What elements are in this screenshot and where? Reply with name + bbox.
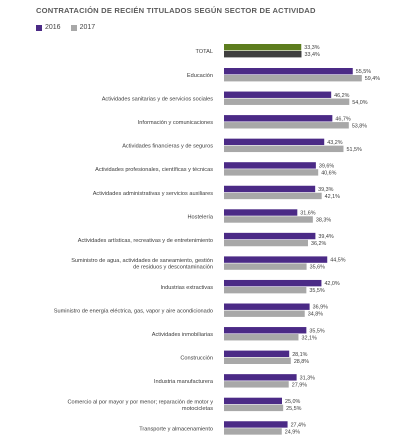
category-14-value-2017: 25,5% <box>286 406 301 412</box>
category-2-bar-2017 <box>224 122 349 129</box>
chart-legend: 2016 2017 <box>36 24 95 31</box>
category-0-bar-2016 <box>224 68 353 75</box>
category-12-value-2016: 28,1% <box>292 352 307 358</box>
category-4-value-2016: 39,6% <box>319 163 334 169</box>
category-9-label: Industrias extractivas <box>160 285 213 291</box>
total-bar-2016 <box>224 44 302 51</box>
category-15-label: Transporte y almacenamiento <box>139 426 213 432</box>
category-15-bar-2016 <box>224 421 288 428</box>
category-4-bar-2017 <box>224 169 319 176</box>
category-11-label: Actividades inmobiliarias <box>152 332 213 338</box>
category-7-bar-2016 <box>224 232 316 240</box>
category-1-value-2016: 46,2% <box>334 93 349 99</box>
category-1-value-2017: 54,0% <box>352 100 367 106</box>
legend-label-2017: 2017 <box>79 24 96 31</box>
chart-title: CONTRATACIÓN DE RECIÉN TITULADOS SEGÚN S… <box>36 6 316 15</box>
category-6-bar-2016 <box>224 209 298 216</box>
category-15-bar-2017 <box>224 428 282 435</box>
category-5-bar-2017 <box>224 192 322 200</box>
category-3-value-2016: 43,2% <box>327 140 342 146</box>
category-13-bar-2017 <box>224 381 289 388</box>
category-4-label: Actividades profesionales, científicas y… <box>95 167 213 173</box>
category-0-value-2017: 59,4% <box>365 76 380 82</box>
category-10-value-2017: 34,8% <box>308 312 323 318</box>
legend-item-2016: 2016 <box>36 24 61 31</box>
category-14-bar-2017 <box>224 404 284 412</box>
category-8-bar-2016 <box>224 256 328 263</box>
category-15-value-2016: 27,4% <box>291 422 306 428</box>
category-10-bar-2017 <box>224 310 305 317</box>
category-5-label: Actividades administrativas y servicios … <box>93 191 214 197</box>
category-8-bar-2017 <box>224 263 307 270</box>
category-4-value-2017: 40,6% <box>321 170 336 176</box>
category-14-label: Comercio al por mayor y por menor; repar… <box>68 399 214 405</box>
category-14-value-2016: 25,0% <box>285 399 300 405</box>
category-7-label: Actividades artísticas, recreativas y de… <box>78 238 213 244</box>
category-8-label: Suministro de agua, actividades de sanea… <box>71 258 213 264</box>
total-value-2017: 33,4% <box>304 52 319 58</box>
category-10-label: Suministro de energía eléctrica, gas, va… <box>54 309 213 315</box>
category-2-bar-2016 <box>224 115 333 122</box>
category-5-value-2017: 42,1% <box>325 194 340 200</box>
category-3-bar-2016 <box>224 138 325 146</box>
category-11-value-2017: 32,1% <box>301 335 316 341</box>
category-12-label: Construcción <box>180 356 213 362</box>
category-3-label: Actividades financieras y de seguros <box>122 144 213 150</box>
total-value-2016: 33,3% <box>304 45 319 51</box>
category-3-value-2017: 51,5% <box>346 147 361 153</box>
category-15-value-2017: 24,9% <box>285 429 300 435</box>
category-13-value-2016: 31,3% <box>300 375 315 381</box>
category-9-value-2016: 42,0% <box>324 281 339 287</box>
category-9-bar-2016 <box>224 279 322 287</box>
category-6-bar-2017 <box>224 216 313 223</box>
category-2-label: Información y comunicaciones <box>138 120 213 126</box>
category-12-bar-2016 <box>224 350 290 357</box>
legend-swatch-2017 <box>70 24 77 31</box>
category-5-bar-2016 <box>224 185 316 193</box>
category-2-value-2017: 53,8% <box>352 123 367 129</box>
category-2-value-2016: 46,7% <box>335 116 350 122</box>
category-10-bar-2016 <box>224 303 310 310</box>
category-4-bar-2016 <box>224 162 316 169</box>
category-11-bar-2017 <box>224 334 299 341</box>
category-5-value-2016: 39,3% <box>318 187 333 193</box>
category-7-value-2017: 36,2% <box>311 241 326 247</box>
category-3-bar-2017 <box>224 145 344 153</box>
category-1-label: Actividades sanitarias y de servicios so… <box>102 97 214 103</box>
category-7-value-2016: 39,4% <box>318 234 333 240</box>
category-7-bar-2017 <box>224 239 308 247</box>
category-9-bar-2017 <box>224 286 307 294</box>
total-label: TOTAL <box>195 49 213 55</box>
category-1-bar-2017 <box>224 98 350 105</box>
legend-label-2016: 2016 <box>45 24 61 31</box>
category-6-label: Hostelería <box>188 214 214 220</box>
category-13-bar-2016 <box>224 374 297 381</box>
category-11-bar-2016 <box>224 327 307 334</box>
category-0-bar-2017 <box>224 75 362 82</box>
category-11-value-2016: 35,5% <box>309 328 324 334</box>
category-12-bar-2017 <box>224 357 291 364</box>
category-0-label: Educación <box>187 73 213 79</box>
category-13-value-2017: 27,9% <box>292 382 307 388</box>
legend-item-2017: 2017 <box>70 24 96 31</box>
category-0-value-2016: 55,5% <box>356 69 371 75</box>
category-1-bar-2016 <box>224 91 332 98</box>
category-13-label: Industria manufacturera <box>154 379 214 385</box>
category-6-value-2016: 31,6% <box>300 211 315 217</box>
category-12-value-2017: 28,8% <box>294 359 309 365</box>
total-bar-2017 <box>224 51 302 58</box>
category-8-value-2017: 35,6% <box>310 265 325 271</box>
category-8-value-2016: 44,5% <box>330 258 345 264</box>
category-10-value-2016: 36,9% <box>313 305 328 311</box>
legend-swatch-2016 <box>36 24 42 31</box>
category-8-label: de residuos y descontaminación <box>133 265 213 271</box>
category-6-value-2017: 38,3% <box>316 218 331 224</box>
category-14-bar-2016 <box>224 397 282 405</box>
category-9-value-2017: 35,5% <box>309 288 324 294</box>
category-14-label: motocicletas <box>182 406 213 412</box>
